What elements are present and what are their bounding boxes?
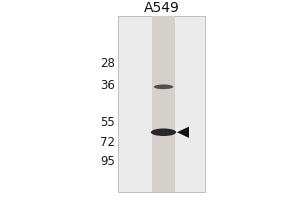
Bar [118,16,205,192]
Ellipse shape [151,128,176,136]
Text: 28: 28 [100,57,115,70]
Text: 55: 55 [100,116,115,129]
Text: 36: 36 [100,79,115,92]
Bar [152,16,175,192]
Polygon shape [177,127,189,138]
Text: 72: 72 [100,136,115,149]
Text: 95: 95 [100,155,115,168]
Ellipse shape [154,84,173,89]
Text: A549: A549 [144,1,179,15]
